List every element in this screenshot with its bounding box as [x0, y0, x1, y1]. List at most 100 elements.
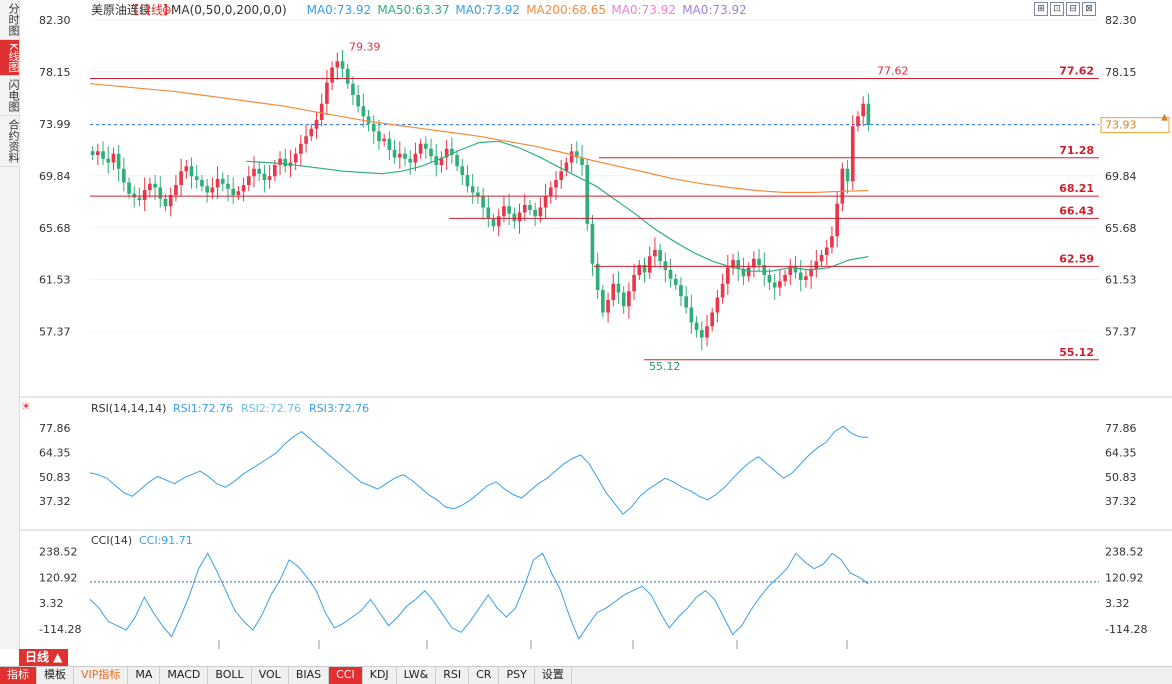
candle-body	[741, 268, 746, 277]
chart-icon[interactable]: ⊟	[1066, 2, 1080, 16]
candle-body	[122, 168, 126, 183]
toolbar-tab-12[interactable]: CR	[469, 667, 500, 684]
toolbar-tab-7[interactable]: BIAS	[289, 667, 330, 684]
rsi-tick-right: 37.32	[1105, 495, 1137, 508]
ma-legend-1: MA50:63.37	[377, 3, 449, 17]
candle-body	[533, 210, 537, 217]
fit-icon[interactable]: ⊡	[1050, 2, 1064, 16]
ma-spec: MA(0,50,0,200,0,0)	[171, 3, 287, 17]
ma-legend-0: MA0:73.92	[307, 3, 372, 17]
toolbar-tab-11[interactable]: RSI	[436, 667, 470, 684]
candle-body	[788, 266, 793, 275]
level-label: 66.43	[1059, 204, 1094, 217]
candle-body	[585, 165, 590, 224]
toolbar-tab-3[interactable]: MA	[128, 667, 161, 684]
sidebar-tab-2[interactable]: 闪电图	[0, 76, 20, 117]
candle-body	[293, 153, 298, 163]
candle-body	[647, 256, 652, 273]
candle-body	[450, 148, 454, 155]
price-tick-right: 65.68	[1105, 222, 1137, 235]
candle-body	[835, 203, 839, 237]
price-tick-right: 82.30	[1105, 14, 1137, 27]
toolbar-tab-8[interactable]: CCI	[329, 667, 363, 684]
candle-body	[778, 281, 782, 288]
candle-body	[325, 82, 329, 104]
candle-body	[168, 195, 173, 207]
candle-body	[679, 285, 683, 297]
candle-body	[512, 213, 517, 222]
level-label: 77.62	[1059, 65, 1094, 78]
candle-body	[798, 272, 803, 280]
toolbar-tab-4[interactable]: MACD	[160, 667, 209, 684]
candle-body	[299, 143, 303, 154]
candle-body	[335, 61, 340, 68]
candle-body	[819, 255, 824, 262]
toolbar-tab-1[interactable]: 模板	[37, 667, 74, 684]
toolbar-tab-0[interactable]: 指标	[0, 667, 37, 684]
sidebar-tab-3[interactable]: 合约资料	[0, 116, 20, 168]
candle-body	[627, 291, 631, 307]
candle-body	[148, 183, 152, 190]
toolbar-tab-6[interactable]: VOL	[252, 667, 289, 684]
candle-body	[215, 178, 220, 188]
price-chart: 美原油连续【日线】⊖ MA(0,50,0,200,0,0) MA0:73.92 MA5…	[19, 2, 1172, 649]
toolbar-tab-13[interactable]: PSY	[499, 667, 535, 684]
close-icon[interactable]: ⊠	[1082, 2, 1096, 16]
candle-body	[408, 158, 413, 163]
candle-body	[653, 250, 657, 257]
cci-tick-right: -114.28	[1105, 623, 1147, 636]
candle-body	[507, 206, 511, 214]
candle-body	[476, 192, 480, 197]
candle-body	[252, 168, 256, 177]
candle-body	[684, 296, 688, 308]
sidebar: 分时图 K线图 闪电图 合约资料	[0, 0, 20, 649]
candle-body	[856, 116, 860, 127]
toolbar-tab-14[interactable]: 设置	[535, 667, 572, 684]
candle-body	[710, 312, 715, 327]
high-annotation: 79.39	[349, 40, 381, 53]
candle-body	[174, 185, 178, 195]
candle-body	[403, 153, 407, 159]
candle-body	[689, 307, 694, 323]
candle-body	[366, 116, 371, 124]
grid-icon[interactable]: ⊞	[1034, 2, 1048, 16]
series-line-MA200	[89, 83, 869, 194]
candle-body	[502, 206, 506, 217]
period-selector[interactable]: 日线 ▲	[19, 649, 69, 666]
price-tick-left: 78.15	[39, 66, 71, 79]
sidebar-tab-0[interactable]: 分时图	[0, 0, 20, 40]
ma-legend-3: MA200:68.65	[526, 3, 606, 17]
candle-body	[179, 171, 183, 185]
candle-body	[236, 191, 241, 195]
candle-body	[809, 268, 813, 277]
candle-body	[757, 258, 761, 265]
candle-body	[210, 187, 215, 193]
cci-label: CCI(14)	[91, 534, 132, 547]
candle-body	[595, 263, 600, 290]
price-tick-left: 65.68	[39, 222, 71, 235]
toolbar-tab-2[interactable]: VIP指标	[74, 667, 129, 684]
candle-body	[762, 265, 767, 275]
toolbar-tab-9[interactable]: KDJ	[363, 667, 397, 684]
price-tick-left: 73.99	[39, 118, 71, 131]
rsi-tick-right: 64.35	[1105, 446, 1137, 459]
sun-icon: ☀	[21, 400, 31, 413]
candle-body	[517, 212, 522, 222]
rsi-tick-left: 64.35	[39, 446, 71, 459]
toolbar-tab-10[interactable]: LW&	[397, 667, 437, 684]
sidebar-tab-1[interactable]: K线图	[0, 40, 20, 77]
candle-body	[470, 186, 475, 193]
candle-body	[314, 120, 319, 129]
price-tick-right: 61.53	[1105, 274, 1137, 287]
toolbar-tab-5[interactable]: BOLL	[208, 667, 252, 684]
cci-tick-left: -114.28	[39, 623, 81, 636]
candle-body	[663, 261, 668, 270]
candle-body	[658, 250, 662, 262]
candle-body	[158, 187, 163, 199]
price-tick-left: 61.53	[39, 274, 71, 287]
level-label: 55.12	[1059, 346, 1094, 359]
rsi-legend-1: RSI2:72.76	[241, 402, 301, 415]
candle-body	[95, 151, 100, 155]
cci-legend-0: CCI:91.71	[139, 534, 193, 547]
candle-body	[231, 188, 236, 195]
